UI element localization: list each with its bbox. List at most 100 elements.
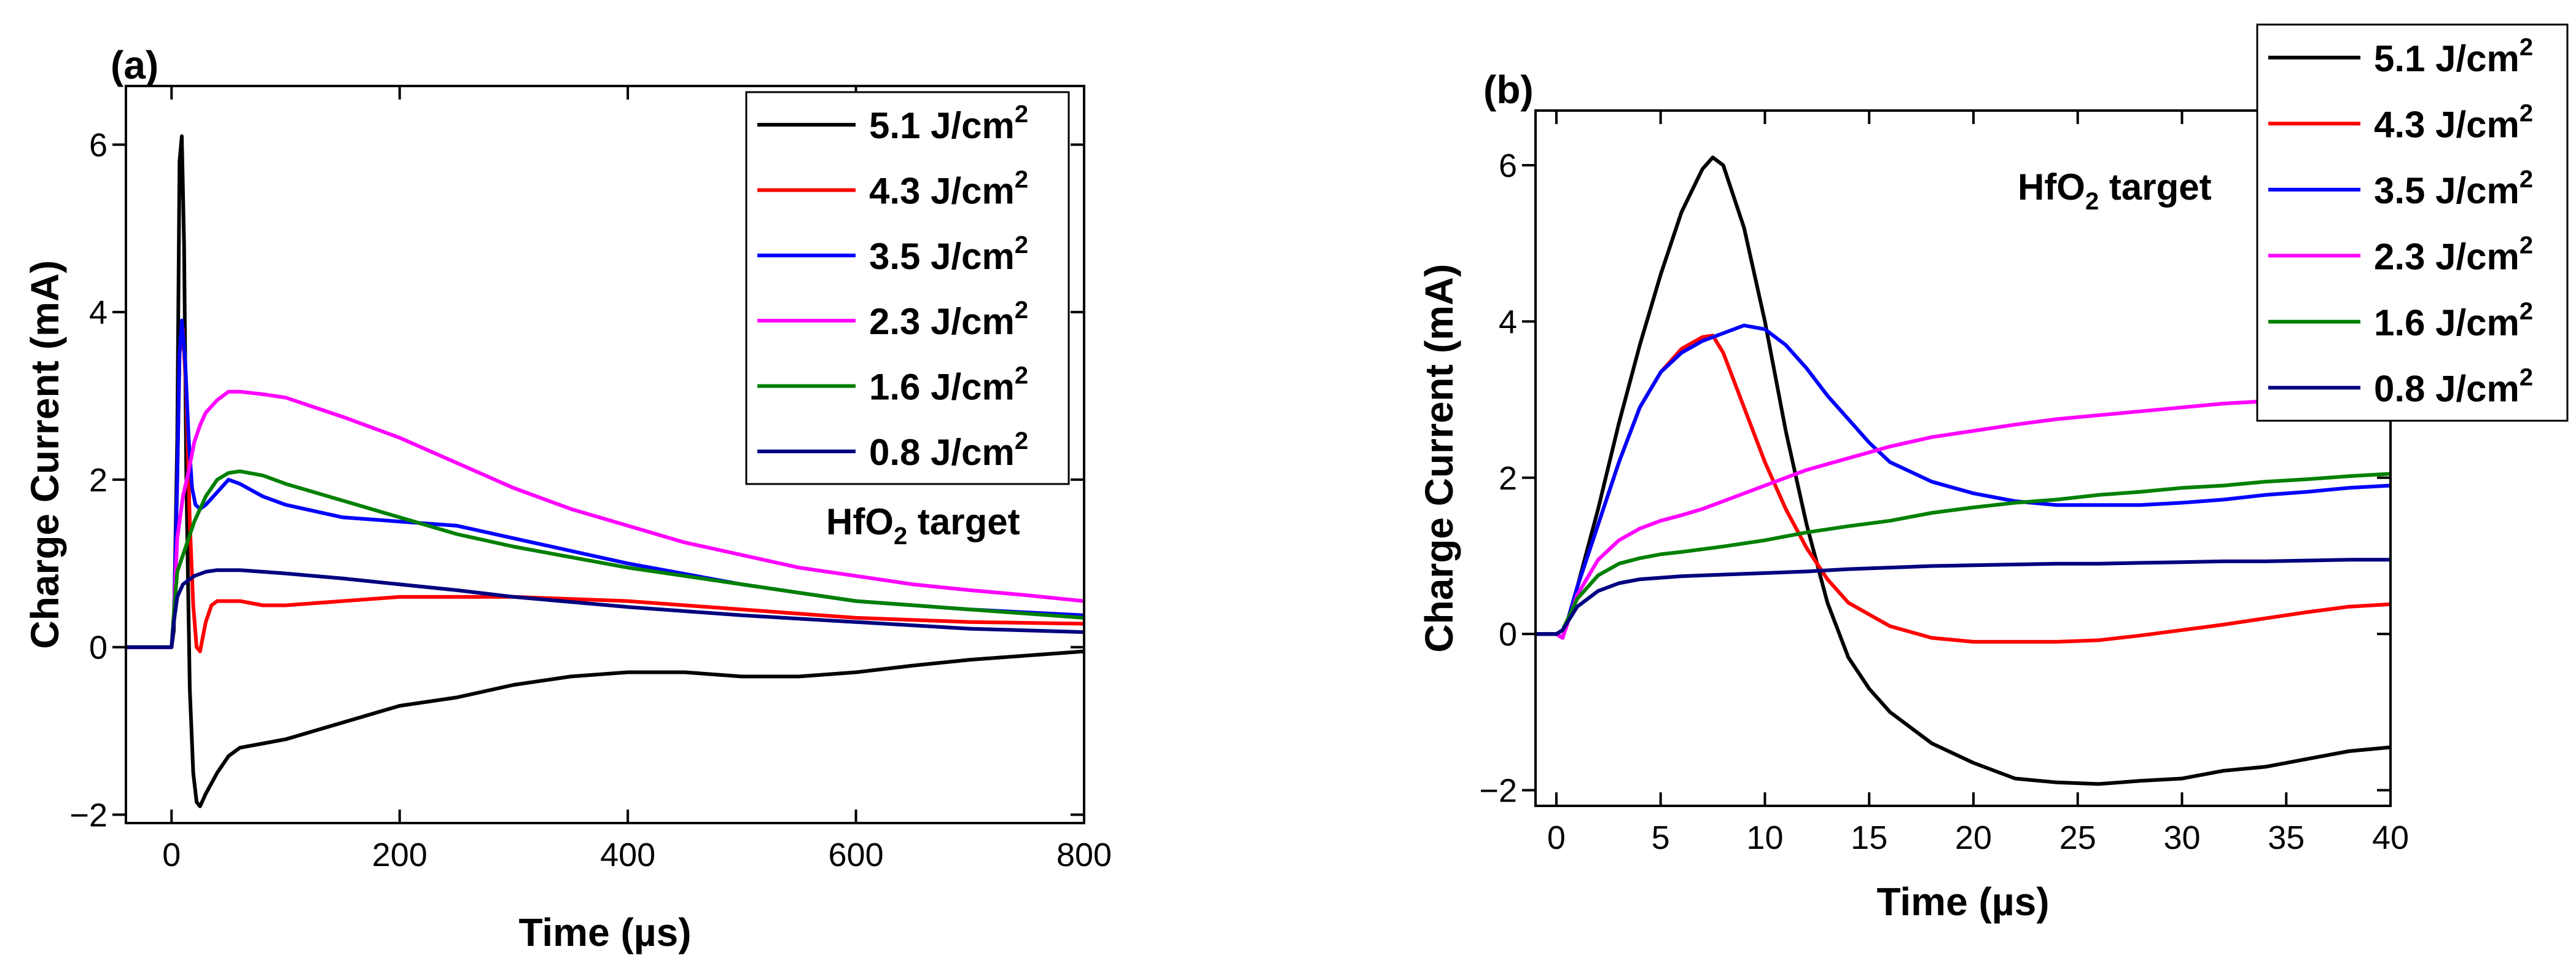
panel-a: 0 200 400 600 800 −2 0 2 4 6 Time (µs) Charge Curre… [23, 43, 1112, 955]
series-line-2-3 [126, 389, 1084, 649]
x-tick-label: 800 [1056, 837, 1112, 873]
legend-unit: J/cm [920, 105, 1014, 146]
legend-unit-superscript: 2 [2519, 364, 2533, 391]
legend-unit-superscript: 2 [2519, 232, 2533, 259]
legend-unit: J/cm [920, 432, 1014, 473]
y-tick-label: 2 [89, 462, 107, 499]
legend-label-5-1: 5.1 J/cm2 [2374, 34, 2533, 79]
series-group [126, 134, 1084, 808]
series-line-0-8 [1536, 558, 2391, 636]
legend-label-3-5: 3.5 J/cm2 [869, 232, 1028, 277]
x-tick-label: 35 [2268, 819, 2305, 856]
legend-value: 2.3 [869, 301, 920, 342]
x-tick-label: 20 [1955, 819, 1992, 856]
annotation-rest: target [2099, 166, 2211, 208]
legend-value: 0.8 [869, 432, 920, 473]
annotation-hfo2-target: HfO2 target [826, 501, 1020, 550]
x-tick-label: 10 [1746, 819, 1783, 856]
legend-label-3-5: 3.5 J/cm2 [2374, 166, 2533, 211]
legend-value: 1.6 [869, 367, 920, 408]
legend-label-2-3: 2.3 J/cm2 [2374, 232, 2533, 277]
y-tick-label: 4 [1499, 303, 1517, 340]
x-axis-title: Time (µs) [1876, 880, 2049, 924]
legend-unit-superscript: 2 [1015, 427, 1028, 455]
legend-label-0-8: 0.8 J/cm2 [2374, 364, 2533, 409]
panel-b: 0 5 10 15 20 25 30 35 40 −2 0 2 4 6 Time (µs) Charge Cu… [1417, 23, 2569, 924]
series-group [1536, 155, 2391, 786]
legend-value: 5.1 [869, 105, 920, 146]
legend-box [745, 91, 1070, 485]
x-tick-label: 40 [2372, 819, 2409, 856]
legend-label-4-3: 4.3 J/cm2 [2374, 100, 2533, 145]
series-line-1-6 [1536, 472, 2391, 636]
legend-label-1-6: 1.6 J/cm2 [869, 362, 1028, 408]
legend-unit-superscript: 2 [2519, 100, 2533, 127]
y-tick-label: 6 [1499, 147, 1517, 184]
y-tick-label: 2 [1499, 460, 1517, 497]
legend-value: 1.6 [2374, 302, 2425, 343]
plot-frame [125, 85, 1085, 824]
legend-unit-superscript: 2 [2519, 34, 2533, 61]
legend-unit-superscript: 2 [1015, 101, 1028, 128]
series-line-1-6 [126, 469, 1084, 649]
legend-label-4-3: 4.3 J/cm2 [869, 166, 1028, 212]
legend-label-2-3: 2.3 J/cm2 [869, 297, 1028, 342]
legend-unit-superscript: 2 [1015, 297, 1028, 324]
legend-unit: J/cm [2425, 302, 2519, 343]
annotation-subscript: 2 [894, 523, 907, 550]
x-tick-label: 600 [829, 837, 884, 873]
series-line-5-1 [126, 134, 1084, 808]
series-line-3-5 [126, 318, 1084, 649]
y-tick-label: 6 [89, 127, 107, 163]
y-tick-label: 4 [89, 294, 107, 331]
legend-unit: J/cm [920, 171, 1014, 212]
legend-value: 4.3 [2374, 104, 2425, 145]
legend-value: 4.3 [869, 171, 920, 212]
legend-unit: J/cm [2425, 38, 2519, 79]
x-tick-label: 15 [1851, 819, 1887, 856]
legend-box [2256, 23, 2569, 422]
x-tick-label: 0 [162, 837, 181, 873]
legend-value: 5.1 [2374, 38, 2425, 79]
annotation-main: HfO [2018, 166, 2085, 208]
y-tick-label: 0 [89, 630, 107, 666]
plot-frame [1534, 109, 2392, 807]
legend-unit: J/cm [2425, 236, 2519, 277]
series-line-0-8 [126, 568, 1084, 649]
legend-label-1-6: 1.6 J/cm2 [2374, 298, 2533, 343]
y-axis-title: Charge Current (mA) [23, 260, 67, 649]
series-line-2-3 [1536, 394, 2391, 640]
legend-unit: J/cm [920, 301, 1014, 342]
x-tick-label: 400 [600, 837, 655, 873]
x-axis-title: Time (µs) [518, 910, 691, 955]
panel-label: (b) [1483, 68, 1534, 112]
series-line-3-5 [1536, 323, 2391, 640]
y-axis-title: Charge Current (mA) [1417, 264, 1461, 653]
y-tick-label: 0 [1499, 616, 1517, 653]
legend-unit: J/cm [2425, 170, 2519, 211]
annotation-subscript: 2 [2085, 188, 2099, 215]
legend-value: 0.8 [2374, 368, 2425, 409]
legend-label-0-8: 0.8 J/cm2 [869, 427, 1028, 473]
legend-value: 2.3 [2374, 236, 2425, 277]
x-tick-label: 0 [1547, 819, 1566, 856]
legend-unit: J/cm [920, 367, 1014, 408]
x-tick-label: 200 [372, 837, 427, 873]
legend-unit: J/cm [2425, 368, 2519, 409]
legend-unit-superscript: 2 [1015, 166, 1028, 193]
legend-unit: J/cm [920, 236, 1014, 277]
legend-unit-superscript: 2 [1015, 362, 1028, 389]
y-tick-label: −2 [1479, 773, 1517, 810]
legend-unit-superscript: 2 [2519, 166, 2533, 193]
legend-value: 3.5 [2374, 170, 2425, 211]
legend-unit: J/cm [2425, 104, 2519, 145]
y-tick-label: −2 [69, 797, 107, 834]
annotation-rest: target [907, 501, 1020, 542]
legend-unit-superscript: 2 [2519, 298, 2533, 325]
x-tick-label: 5 [1652, 819, 1670, 856]
panel-label: (a) [111, 43, 158, 87]
x-tick-label: 30 [2163, 819, 2200, 856]
